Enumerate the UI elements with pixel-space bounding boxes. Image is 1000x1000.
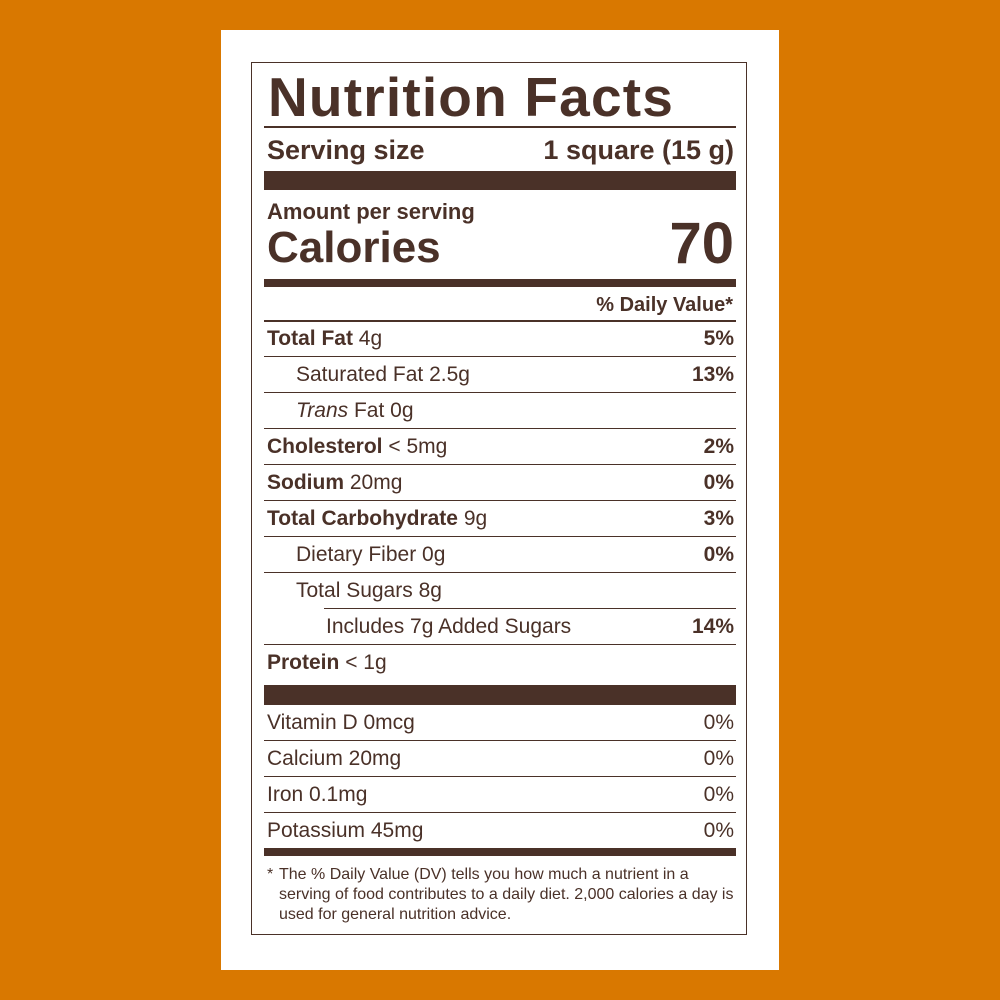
calories-value: 70 bbox=[669, 211, 734, 276]
nutrient-row-trans-fat: Trans Fat 0g bbox=[264, 393, 736, 429]
nutrient-row-cholesterol: Cholesterol < 5mg 2% bbox=[264, 429, 736, 465]
nutrient-row-total-carbohydrate: Total Carbohydrate 9g 3% bbox=[264, 501, 736, 537]
daily-value-header: % Daily Value* bbox=[596, 294, 733, 316]
nutrient-row-protein: Protein < 1g bbox=[267, 651, 387, 674]
footnote: * The % Daily Value (DV) tells you how m… bbox=[267, 865, 736, 925]
nutrient-list: Total Fat 4g 5% Saturated Fat 2.5g 13% Tra… bbox=[264, 321, 736, 681]
serving-size: Serving size 1 square (15 g) bbox=[267, 135, 734, 166]
vitamin-row: Potassium 45mg 0% bbox=[267, 819, 734, 842]
nutrient-row-dietary-fiber: Dietary Fiber 0g 0% bbox=[264, 537, 736, 573]
calories-label: Calories bbox=[267, 223, 441, 272]
footnote-text: The % Daily Value (DV) tells you how muc… bbox=[279, 866, 734, 923]
label-title: Nutrition Facts bbox=[268, 66, 675, 128]
vitamin-list: Vitamin D 0mcg 0% Calcium 20mg 0% Iron 0.1… bbox=[264, 705, 736, 849]
vitamin-row: Iron 0.1mg 0% bbox=[264, 777, 736, 813]
vitamin-row: Vitamin D 0mcg 0% bbox=[264, 705, 736, 741]
divider bbox=[264, 126, 736, 128]
thick-divider bbox=[264, 171, 736, 190]
serving-size-label: Serving size bbox=[267, 135, 425, 165]
nutrient-row-total-fat: Total Fat 4g 5% bbox=[264, 321, 736, 357]
divider bbox=[264, 320, 736, 322]
nutrition-facts-label: Nutrition Facts Serving size 1 square (1… bbox=[251, 62, 747, 935]
nutrient-row-saturated-fat: Saturated Fat 2.5g 13% bbox=[264, 357, 736, 393]
medium-divider bbox=[264, 848, 736, 856]
amount-per-serving: Amount per serving bbox=[267, 199, 475, 224]
nutrient-row-added-sugars: Includes 7g Added Sugars 14% bbox=[264, 609, 736, 645]
serving-size-value: 1 square (15 g) bbox=[543, 135, 734, 165]
label-card: Nutrition Facts Serving size 1 square (1… bbox=[221, 30, 779, 970]
thick-divider bbox=[264, 685, 736, 705]
vitamin-row: Calcium 20mg 0% bbox=[264, 741, 736, 777]
medium-divider bbox=[264, 279, 736, 287]
nutrient-row-sodium: Sodium 20mg 0% bbox=[264, 465, 736, 501]
nutrient-row-total-sugars: Total Sugars 8g bbox=[264, 573, 736, 609]
